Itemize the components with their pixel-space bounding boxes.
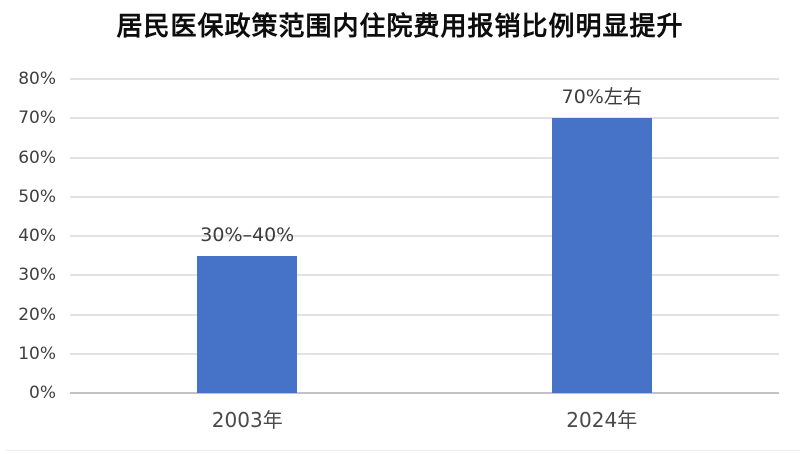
chart-bottom-border: [6, 450, 800, 451]
y-tick-label: 50%: [18, 186, 56, 207]
bar-2003年: [197, 255, 298, 393]
y-tick-label: 80%: [18, 69, 56, 89]
chart-title: 居民医保政策范围内住院费用报销比例明显提升: [116, 12, 684, 42]
plot-area: [70, 78, 779, 394]
gridline: [70, 352, 779, 355]
y-tick-label: 20%: [18, 304, 56, 325]
y-tick-label: 30%: [18, 265, 56, 286]
bar-value-label: 70%左右: [561, 86, 642, 109]
gridline: [70, 117, 779, 120]
bar-2024年: [551, 118, 652, 393]
y-tick-label: 10%: [18, 343, 56, 364]
gridline: [70, 274, 779, 277]
x-tick-label: 2003年: [211, 408, 283, 432]
y-tick-label: 0%: [29, 383, 56, 403]
y-tick-label: 40%: [18, 226, 56, 246]
gridline: [70, 78, 779, 80]
x-axis-line: [70, 392, 779, 394]
y-tick-label: 60%: [18, 147, 56, 168]
x-tick-label: 2024年: [566, 408, 638, 432]
gridline: [70, 156, 779, 159]
gridline: [70, 195, 779, 198]
y-tick-label: 70%: [18, 108, 56, 129]
gridline: [70, 235, 779, 237]
bar-value-label: 30%–40%: [200, 223, 295, 246]
gridline: [70, 313, 779, 316]
